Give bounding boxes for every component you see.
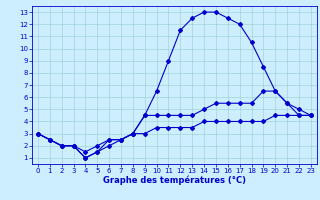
X-axis label: Graphe des températures (°C): Graphe des températures (°C): [103, 176, 246, 185]
